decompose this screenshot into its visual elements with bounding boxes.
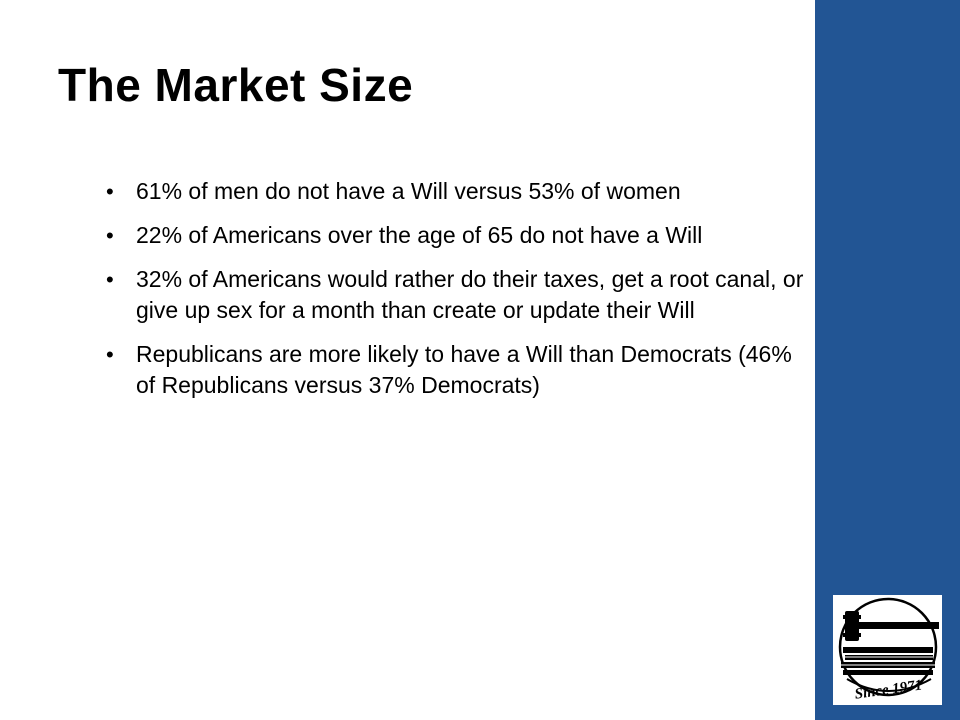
bullet-icon: • [106, 179, 114, 204]
bullet-item: • 22% of Americans over the age of 65 do… [106, 220, 806, 251]
bullet-text: 32% of Americans would rather do their t… [136, 266, 804, 323]
bullet-icon: • [106, 342, 114, 367]
company-logo: Since 1971 [833, 595, 942, 705]
bullet-text: Republicans are more likely to have a Wi… [136, 341, 792, 398]
slide-title: The Market Size [58, 59, 414, 111]
bullet-item: • Republicans are more likely to have a … [106, 339, 806, 401]
gavel-and-books-logo-icon: Since 1971 [838, 597, 939, 703]
bullet-icon: • [106, 267, 114, 292]
bullet-icon: • [106, 223, 114, 248]
bullet-item: • 32% of Americans would rather do their… [106, 264, 806, 326]
svg-text:Since 1971: Since 1971 [854, 677, 923, 702]
bullet-text: 22% of Americans over the age of 65 do n… [136, 222, 703, 248]
bullet-list: • 61% of men do not have a Will versus 5… [106, 176, 806, 414]
bullet-item: • 61% of men do not have a Will versus 5… [106, 176, 806, 207]
bullet-text: 61% of men do not have a Will versus 53%… [136, 178, 681, 204]
